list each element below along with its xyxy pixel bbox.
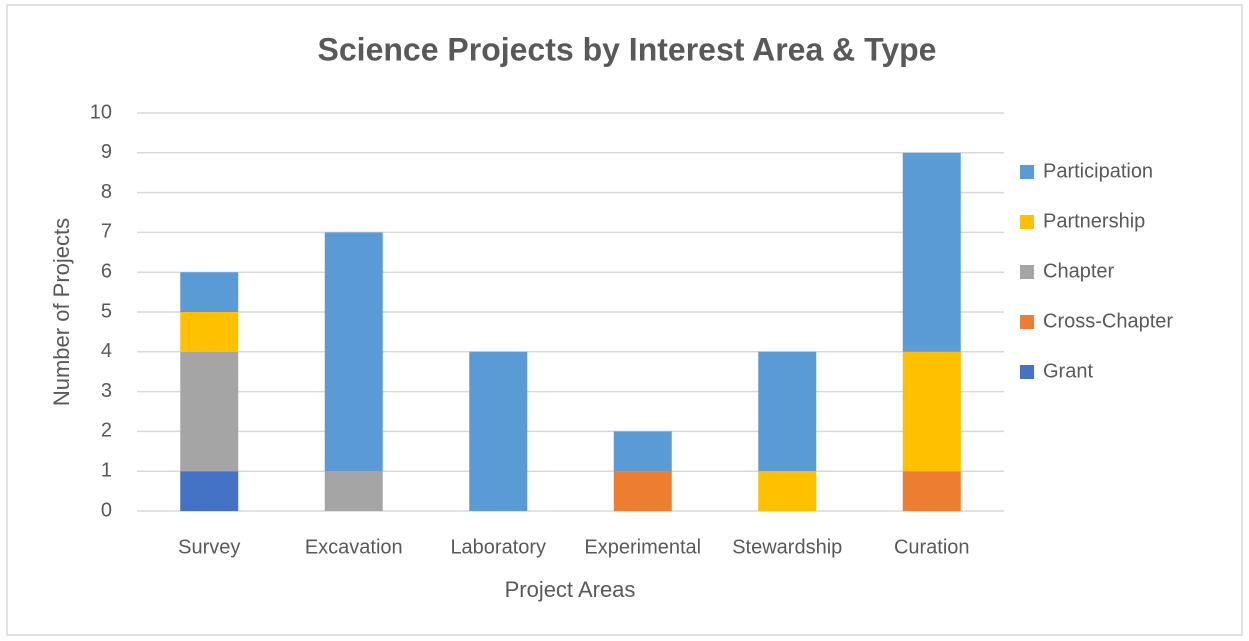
x-tick-label: Survey xyxy=(178,536,240,558)
y-tick-label: 10 xyxy=(90,101,112,123)
bar-segment xyxy=(180,272,239,312)
legend-label: Grant xyxy=(1043,360,1093,382)
y-axis-title: Number of Projects xyxy=(49,218,74,406)
legend-label: Chapter xyxy=(1043,260,1114,282)
chart-title: Science Projects by Interest Area & Type xyxy=(318,31,937,67)
legend-label: Participation xyxy=(1043,160,1153,182)
bar-segment xyxy=(324,471,383,511)
x-tick-label: Experimental xyxy=(584,536,701,558)
y-tick-label: 5 xyxy=(101,300,112,322)
bar-segment xyxy=(758,471,817,511)
legend-label: Partnership xyxy=(1043,210,1145,232)
y-tick-label: 8 xyxy=(101,181,112,203)
legend-swatch xyxy=(1020,265,1034,279)
y-tick-label: 1 xyxy=(101,459,112,481)
y-tick-label: 7 xyxy=(101,221,112,243)
x-tick-label: Stewardship xyxy=(732,536,842,558)
y-tick-label: 3 xyxy=(101,380,112,402)
legend-label: Cross-Chapter xyxy=(1043,310,1173,332)
x-tick-label: Curation xyxy=(894,536,970,558)
bar-segment xyxy=(902,471,961,511)
bar-segment xyxy=(758,351,817,472)
x-axis-title: Project Areas xyxy=(505,577,636,602)
bar-segment xyxy=(180,351,239,472)
bar-segment xyxy=(902,351,961,472)
bar-segment xyxy=(613,431,672,472)
bar-segment xyxy=(180,471,239,511)
legend-swatch xyxy=(1020,215,1034,229)
bar-segment xyxy=(613,471,672,511)
bar-segment xyxy=(180,312,239,352)
legend-swatch xyxy=(1020,315,1034,329)
y-tick-label: 4 xyxy=(101,340,112,362)
y-tick-label: 9 xyxy=(101,141,112,163)
x-tick-label: Laboratory xyxy=(450,536,546,558)
bar-segment xyxy=(469,351,528,511)
legend-swatch xyxy=(1020,165,1034,179)
y-tick-label: 0 xyxy=(101,499,112,521)
legend-swatch xyxy=(1020,365,1034,379)
x-tick-label: Excavation xyxy=(305,536,403,558)
y-tick-label: 6 xyxy=(101,260,112,282)
bar-segment xyxy=(324,232,383,472)
y-tick-label: 2 xyxy=(101,420,112,442)
bar-segment xyxy=(902,152,961,352)
